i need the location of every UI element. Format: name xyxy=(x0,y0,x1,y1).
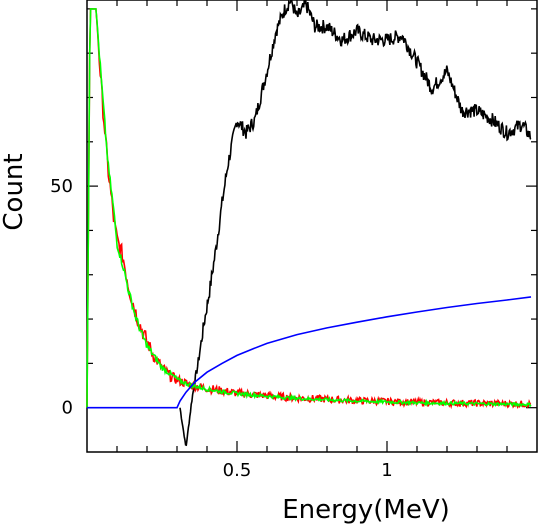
x-axis-label: Energy(MeV) xyxy=(282,495,450,525)
y-axis-label: Count xyxy=(0,153,29,230)
axis-ticks xyxy=(87,0,537,452)
series-lines xyxy=(86,0,532,447)
x-tick-label: 0.5 xyxy=(223,460,252,481)
series-line-2 xyxy=(86,8,532,410)
tick-labels: 0.5 1 0 50 xyxy=(50,176,393,481)
series-line-3 xyxy=(86,8,532,408)
y-tick-label: 0 xyxy=(62,398,73,419)
y-tick-label: 50 xyxy=(50,176,73,197)
series-line-1 xyxy=(179,0,532,447)
plot-frame xyxy=(86,0,538,453)
series-line-4 xyxy=(87,296,532,409)
x-tick-label: 1 xyxy=(381,460,392,481)
